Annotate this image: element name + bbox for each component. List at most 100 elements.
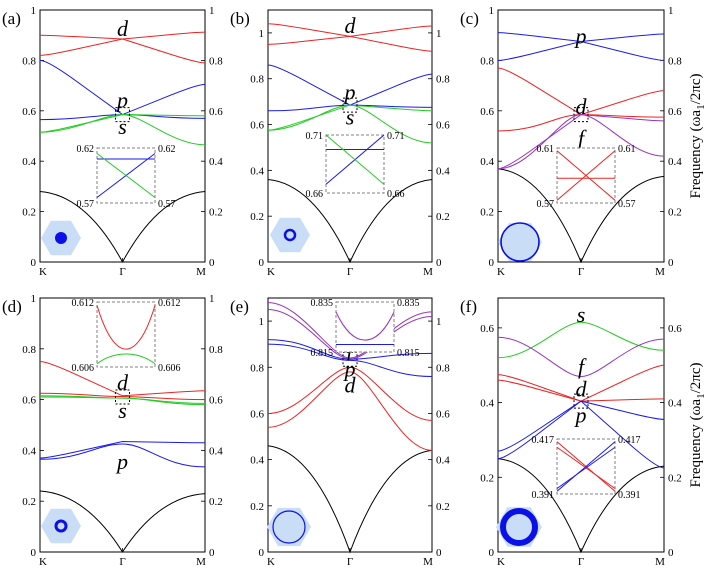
band-label-s: s (346, 105, 355, 130)
x-tick-label: Γ (347, 266, 353, 278)
x-tick-label: M (655, 556, 665, 568)
ylabel-subscript: 1 (695, 393, 707, 399)
y-tick-label-right: 0.4 (209, 156, 223, 168)
panel-d: (d) 0 0 0.2 0.2 0.4 0.4 0.6 0.6 0.8 0.8 1 1 K Γ Mds p 0.6… (2, 293, 223, 568)
y-tick-label-right: 0 (436, 257, 442, 269)
y-tick-label: 0.6 (480, 323, 494, 335)
inset-ymin-left: 0.57 (537, 199, 555, 210)
band-s2 (39, 114, 206, 146)
panel-label: (e) (230, 297, 249, 316)
y-tick-label: 0.2 (22, 207, 36, 219)
unit-cell (496, 507, 542, 547)
band-d2 (267, 371, 433, 451)
y-tick-label-right: 0.2 (209, 207, 223, 219)
y-tick-label: 0 (489, 257, 495, 269)
inset-ymax-right: 0.61 (618, 144, 636, 155)
y-tick-label-right: 0 (668, 547, 674, 559)
inset-line (556, 446, 616, 489)
band-p1 (39, 441, 206, 459)
x-tick-label: K (497, 266, 505, 278)
ring-rod (272, 510, 306, 544)
y-tick-label-right: 0.8 (668, 55, 682, 67)
inset-ymax-right: 0.62 (158, 144, 176, 155)
ring-rod (500, 508, 538, 546)
inset-ymin-right: 0.57 (618, 199, 636, 210)
x-tick-label: M (423, 556, 433, 568)
rod (500, 222, 540, 262)
band-s2 (39, 396, 206, 406)
band-light (497, 168, 665, 264)
y-tick-label-right: 0 (668, 257, 674, 269)
y-tick-label: 0 (259, 547, 265, 559)
band-p1 (267, 339, 433, 360)
inset-ymax-left: 0.61 (537, 144, 555, 155)
y-tick-label-right: 0.2 (668, 472, 682, 484)
band-label-p: p (115, 88, 128, 113)
ylabel-part: /2πc) (688, 363, 704, 394)
inset: 0.417 0.417 0.391 0.391 (532, 435, 641, 501)
band-d2 (267, 35, 433, 52)
x-tick-label: Γ (347, 556, 353, 568)
band-light (39, 490, 206, 553)
panel-label: (a) (2, 9, 21, 28)
ring-rod (54, 519, 68, 533)
y-tick-label-right: 1 (209, 5, 215, 17)
band-label-d: d (117, 370, 129, 395)
inset-ymin-right: 0.391 (618, 490, 641, 501)
inset-line (556, 150, 616, 201)
inset: 0.71 0.71 0.66 0.66 (306, 131, 405, 200)
x-tick-label: K (497, 556, 505, 568)
y-tick-label: 1 (259, 316, 265, 328)
band-s2 (267, 104, 433, 144)
inset-line (96, 353, 156, 365)
x-tick-label: M (196, 266, 206, 278)
band-label-d: d (576, 377, 588, 402)
inset-ymin-right: 0.57 (158, 199, 176, 210)
inset-ymin-left: 0.66 (306, 189, 324, 200)
y-tick-label: 0.8 (22, 55, 36, 67)
band-label-d: d (576, 94, 588, 119)
y-tick-label: 0.6 (250, 120, 264, 132)
zoom-box (342, 97, 358, 113)
y-tick-label-right: 0.6 (209, 395, 223, 407)
band-label-p: p (574, 23, 587, 48)
band-p2 (497, 400, 665, 469)
unit-cell (267, 507, 311, 547)
y-tick-label-right: 0.6 (436, 408, 450, 420)
y-tick-label-right: 0.8 (209, 55, 223, 67)
y-tick-label: 0.2 (480, 472, 494, 484)
band-s1 (497, 321, 665, 359)
x-tick-label: Γ (578, 556, 584, 568)
inset-line (556, 441, 616, 492)
y-tick-label: 0.8 (22, 344, 36, 356)
inset: 0.61 0.61 0.57 0.57 (537, 144, 636, 210)
y-tick-label: 0 (31, 547, 37, 559)
y-tick-label: 0.4 (480, 398, 494, 410)
y-tick-label-right: 0.8 (436, 74, 450, 86)
y-tick-label: 0.8 (480, 55, 494, 67)
zoom-box (115, 107, 130, 123)
band-label-s: s (118, 398, 127, 423)
y-tick-label: 0.4 (480, 156, 494, 168)
y-tick-label: 0.6 (480, 106, 494, 118)
inset-line (96, 153, 156, 198)
y-tick-label: 0.6 (250, 408, 264, 420)
inset: 0.835 0.835 0.815 0.815 (311, 298, 420, 359)
band-d2 (39, 392, 206, 401)
inset-line (335, 311, 395, 341)
y-tick-label-right: 0.2 (436, 501, 450, 513)
x-tick-label: Γ (578, 266, 584, 278)
band-label-p: p (115, 449, 128, 474)
inset-ymax-left: 0.417 (532, 435, 555, 446)
zoom-box (573, 393, 589, 409)
rod (55, 232, 67, 244)
x-tick-label: Γ (119, 266, 125, 278)
y-tick-label: 1 (31, 5, 37, 17)
y-tick-label-right: 0.4 (668, 398, 682, 410)
inset-ymin-left: 0.57 (77, 199, 95, 210)
y-tick-label: 1 (31, 293, 37, 305)
y-tick-label-right: 0.4 (436, 455, 450, 467)
x-tick-label: K (39, 266, 47, 278)
y-tick-label-right: 1 (436, 316, 442, 328)
